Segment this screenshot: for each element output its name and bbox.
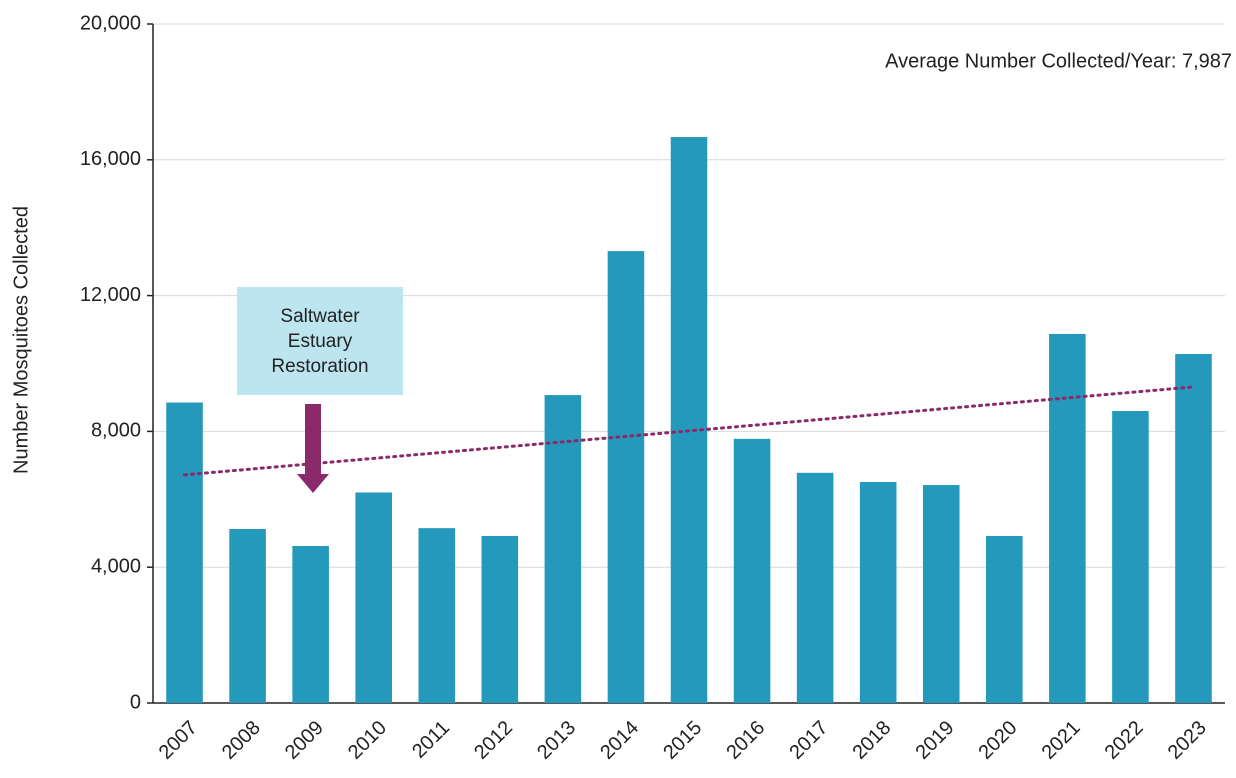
bar xyxy=(733,438,771,703)
bar xyxy=(418,528,456,703)
x-tick-label: 2018 xyxy=(848,717,895,764)
bar xyxy=(229,529,266,703)
bar xyxy=(607,251,645,704)
bar xyxy=(670,137,708,704)
bar xyxy=(1049,333,1086,703)
x-tick-label: 2014 xyxy=(596,717,643,764)
y-tick-label: 8,000 xyxy=(91,420,141,442)
x-tick-label: 2011 xyxy=(408,717,454,763)
y-tick-label: 4,000 xyxy=(91,555,141,577)
bar xyxy=(1175,353,1212,703)
y-tick-label: 20,000 xyxy=(80,12,141,34)
x-tick-label: 2020 xyxy=(975,717,1022,764)
bar xyxy=(481,535,519,703)
x-tick-label: 2013 xyxy=(533,717,580,764)
x-tick-label: 2012 xyxy=(470,717,517,764)
bar xyxy=(922,485,960,703)
x-tick-label: 2009 xyxy=(281,717,328,764)
x-tick-label: 2017 xyxy=(785,717,832,764)
x-tick-label: 2016 xyxy=(722,717,769,764)
bar xyxy=(544,395,582,703)
x-tick-label: 2010 xyxy=(344,717,391,764)
x-tick-label: 2021 xyxy=(1038,717,1085,764)
callout-box: Saltwater Estuary Restoration xyxy=(237,287,403,395)
x-tick-label: 2019 xyxy=(911,717,958,764)
x-tick-label: 2007 xyxy=(155,717,202,764)
y-tick-label: 12,000 xyxy=(80,284,141,306)
x-tick-label: 2015 xyxy=(659,717,706,764)
bar xyxy=(859,481,897,703)
bar xyxy=(986,535,1023,703)
x-tick-label: 2022 xyxy=(1101,717,1148,764)
x-tick-label: 2008 xyxy=(218,717,265,764)
bar xyxy=(166,402,203,703)
trendline xyxy=(183,385,1195,477)
bar xyxy=(355,492,392,703)
bar xyxy=(292,545,329,703)
average-annotation: Average Number Collected/Year: 7,987 xyxy=(885,50,1232,72)
y-tick-label: 16,000 xyxy=(80,148,141,170)
bar xyxy=(1112,411,1149,703)
bar xyxy=(796,472,834,703)
y-tick-label: 0 xyxy=(130,691,141,713)
x-tick-label: 2023 xyxy=(1164,717,1211,764)
y-axis-label: Number Mosquitoes Collected xyxy=(10,206,32,474)
